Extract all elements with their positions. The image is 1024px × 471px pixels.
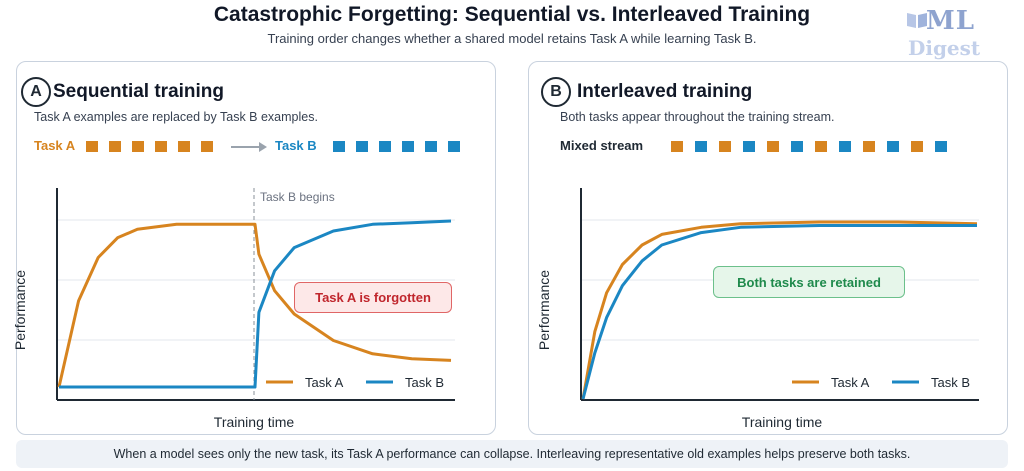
task-b-stream-label: Task B bbox=[275, 138, 317, 153]
task-a-example bbox=[863, 141, 875, 152]
footer-note: When a model sees only the new task, its… bbox=[16, 440, 1008, 468]
task-a-line bbox=[57, 222, 452, 388]
task-a-example bbox=[155, 141, 167, 152]
task-a-example bbox=[132, 141, 144, 152]
sequential-chart: Task B begins Performance Training time … bbox=[12, 188, 455, 430]
interleaved-chart: Performance Training time Task A Task B bbox=[536, 188, 979, 430]
task-a-example bbox=[767, 141, 779, 152]
panel-a-description: Task A examples are replaced by Task B e… bbox=[34, 110, 318, 124]
legend-task-b-label: Task B bbox=[931, 375, 970, 390]
task-b-example bbox=[402, 141, 414, 152]
book-icon bbox=[907, 13, 927, 28]
x-axis-label: Training time bbox=[742, 414, 823, 430]
legend-task-a-label: Task A bbox=[831, 375, 870, 390]
task-b-example bbox=[839, 141, 851, 152]
task-b-example bbox=[448, 141, 460, 152]
task-b-example bbox=[887, 141, 899, 152]
task-b-example bbox=[379, 141, 391, 152]
panel-sequential: A Sequential training Task A examples ar… bbox=[12, 61, 496, 435]
page-title: Catastrophic Forgetting: Sequential vs. … bbox=[213, 3, 811, 26]
panel-b-title: Interleaved training bbox=[577, 81, 753, 102]
task-a-example bbox=[671, 141, 683, 152]
x-axis-label: Training time bbox=[214, 414, 295, 430]
task-b-begins-label: Task B begins bbox=[260, 190, 335, 204]
task-b-line bbox=[59, 219, 452, 389]
panel-interleaved: B Interleaved training Both tasks appear… bbox=[528, 61, 1008, 435]
page-subtitle: Training order changes whether a shared … bbox=[267, 31, 757, 46]
panel-a-badge: A bbox=[21, 77, 51, 107]
task-a-example bbox=[178, 141, 190, 152]
task-a-stream-label: Task A bbox=[34, 138, 76, 153]
panel-b-description: Both tasks appear throughout the trainin… bbox=[560, 110, 835, 124]
arrow-right-icon bbox=[231, 142, 267, 152]
task-a-example bbox=[86, 141, 98, 152]
ml-digest-logo: ML Digest bbox=[904, 6, 1014, 62]
task-a-example bbox=[109, 141, 121, 152]
y-axis-label: Performance bbox=[12, 270, 28, 350]
task-b-example bbox=[743, 141, 755, 152]
panel-b-badge: B bbox=[541, 77, 571, 107]
legend-task-a-label: Task A bbox=[305, 375, 344, 390]
task-b-example bbox=[695, 141, 707, 152]
task-b-line bbox=[581, 224, 977, 400]
task-a-example bbox=[911, 141, 923, 152]
task-b-example bbox=[935, 141, 947, 152]
forgotten-callout: Task A is forgotten bbox=[294, 282, 452, 313]
task-a-example bbox=[201, 141, 213, 152]
logo-ml-text: ML bbox=[926, 6, 976, 36]
task-a-line bbox=[581, 220, 978, 400]
task-b-example bbox=[791, 141, 803, 152]
task-a-example bbox=[815, 141, 827, 152]
mixed-stream-label: Mixed stream bbox=[560, 138, 644, 153]
task-a-example bbox=[719, 141, 731, 152]
panel-a-title: Sequential training bbox=[53, 81, 225, 102]
logo-digest-text: Digest bbox=[908, 36, 981, 60]
retained-callout: Both tasks are retained bbox=[713, 266, 905, 298]
task-b-example bbox=[333, 141, 345, 152]
legend-task-b-label: Task B bbox=[405, 375, 444, 390]
y-axis-label: Performance bbox=[536, 270, 552, 350]
task-b-example bbox=[425, 141, 437, 152]
task-b-example bbox=[356, 141, 368, 152]
